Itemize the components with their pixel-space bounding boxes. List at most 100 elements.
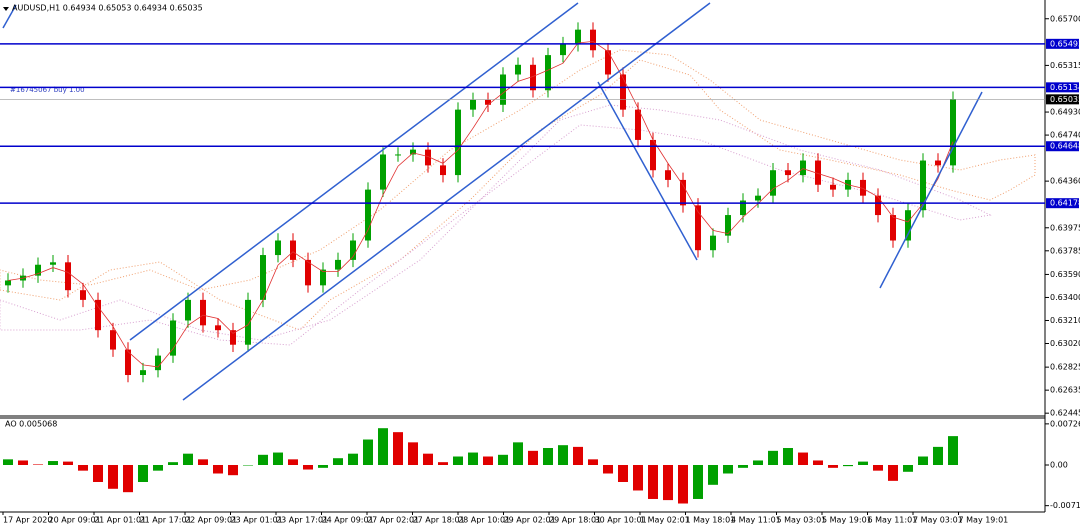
candle-body bbox=[350, 240, 356, 260]
ao-bar bbox=[273, 452, 283, 465]
ao-bar bbox=[3, 459, 13, 465]
ao-bar bbox=[783, 448, 793, 465]
ichimoku-cloud bbox=[0, 49, 1036, 331]
x-tick-label: 29 Apr 02:01 bbox=[504, 516, 556, 525]
ao-bar bbox=[948, 436, 958, 465]
level-tag bbox=[1046, 198, 1079, 209]
level-tag bbox=[1046, 141, 1079, 152]
x-tick-label: 20 Apr 09:01 bbox=[49, 516, 101, 525]
ao-bar bbox=[123, 465, 133, 493]
x-tick-label: 5 May 03:01 bbox=[777, 516, 827, 525]
candle-body bbox=[5, 280, 11, 286]
y-tick-label: 0.64360 bbox=[1050, 177, 1080, 186]
candle-body bbox=[605, 50, 611, 75]
candle-body bbox=[110, 330, 116, 350]
ao-bar bbox=[498, 454, 508, 465]
y-tick-label: 0.00 bbox=[1050, 461, 1068, 470]
ao-bar bbox=[828, 465, 838, 468]
x-tick-label: 23 Apr 17:01 bbox=[276, 516, 328, 525]
candle-body bbox=[50, 262, 56, 265]
candle-body bbox=[425, 149, 431, 166]
ao-bar bbox=[873, 465, 883, 471]
ao-bar bbox=[288, 459, 298, 465]
chart-title: AUDUSD,H1 0.64934 0.65053 0.64934 0.6503… bbox=[12, 4, 203, 13]
ao-bar bbox=[483, 456, 493, 465]
candle-body bbox=[260, 255, 266, 300]
level-tag bbox=[1046, 82, 1079, 93]
menu-arrow[interactable] bbox=[3, 7, 9, 11]
y-tick-label: 0.63210 bbox=[1050, 316, 1080, 325]
y-tick-label: 0.65700 bbox=[1050, 14, 1080, 23]
channel-lower bbox=[182, 2, 711, 401]
candle-body bbox=[560, 44, 566, 56]
ao-bar bbox=[153, 465, 163, 471]
candle-body bbox=[590, 29, 596, 51]
candle-body bbox=[365, 189, 371, 241]
up-trend bbox=[879, 91, 983, 289]
x-tick-label: 27 Apr 18:01 bbox=[413, 516, 465, 525]
candle-body bbox=[440, 165, 446, 176]
ao-bar bbox=[843, 465, 853, 467]
moving-average bbox=[7, 40, 954, 368]
ao-bar bbox=[633, 465, 643, 491]
ao-bar bbox=[63, 461, 73, 465]
candle-body bbox=[320, 269, 326, 286]
ao-bar bbox=[78, 465, 88, 471]
last-price-tag bbox=[1046, 94, 1079, 105]
candle-body bbox=[305, 259, 311, 286]
ao-title: AO 0.005068 bbox=[5, 420, 57, 429]
ao-bar bbox=[528, 450, 538, 465]
candle-body bbox=[755, 195, 761, 201]
ichimoku-cloud bbox=[0, 104, 992, 346]
x-tick-label: 21 Apr 01:01 bbox=[94, 516, 146, 525]
ao-bar bbox=[393, 432, 403, 465]
candle-body bbox=[275, 240, 281, 256]
x-tick-label: 7 May 03:01 bbox=[913, 516, 963, 525]
y-tick-label: 0.62445 bbox=[1050, 409, 1080, 418]
ao-bar bbox=[708, 465, 718, 485]
ao-bar bbox=[573, 446, 583, 465]
level-label: 0.64178 bbox=[1050, 199, 1080, 208]
ao-bar bbox=[408, 442, 418, 465]
ao-bar bbox=[108, 465, 118, 489]
y-tick-label: 0.62635 bbox=[1050, 386, 1080, 395]
x-tick-label: 6 May 11:01 bbox=[868, 516, 918, 525]
ao-bar bbox=[198, 459, 208, 465]
ao-bar bbox=[618, 465, 628, 482]
ao-bar bbox=[348, 453, 358, 465]
down-trend bbox=[597, 81, 698, 261]
ao-bar bbox=[768, 450, 778, 465]
y-tick-label: 0.63785 bbox=[1050, 246, 1080, 255]
candle-body bbox=[230, 330, 236, 345]
candle-body bbox=[620, 74, 626, 110]
x-tick-label: 17 Apr 2020 bbox=[3, 516, 52, 525]
candle-body bbox=[455, 109, 461, 176]
price-panel bbox=[5, 22, 956, 383]
candle-body bbox=[245, 299, 251, 345]
x-tick-label: 5 May 19:01 bbox=[822, 516, 872, 525]
candle-body bbox=[770, 170, 776, 196]
ao-bar bbox=[228, 465, 238, 476]
ao-bar bbox=[663, 465, 673, 501]
x-tick-label: 1 May 18:01 bbox=[686, 516, 736, 525]
ao-bar bbox=[333, 458, 343, 465]
candle-body bbox=[65, 262, 71, 291]
trend-stub bbox=[2, 4, 17, 29]
ao-bar bbox=[138, 465, 148, 482]
candle-body bbox=[680, 179, 686, 206]
ao-bar bbox=[543, 448, 553, 465]
candle-body bbox=[470, 99, 476, 110]
candle-body bbox=[935, 160, 941, 166]
level-label: 0.65134 bbox=[1050, 83, 1080, 92]
ao-bar bbox=[468, 452, 478, 465]
y-tick-label: 0.65315 bbox=[1050, 61, 1080, 70]
candle-body bbox=[740, 200, 746, 216]
candle-body bbox=[410, 149, 416, 155]
candle-body bbox=[905, 210, 911, 241]
ao-bar bbox=[648, 465, 658, 499]
candle-body bbox=[185, 299, 191, 321]
ao-bar bbox=[438, 462, 448, 465]
ao-bar bbox=[558, 445, 568, 465]
ao-bar bbox=[903, 465, 913, 472]
y-tick-label: 0.63975 bbox=[1050, 223, 1080, 232]
